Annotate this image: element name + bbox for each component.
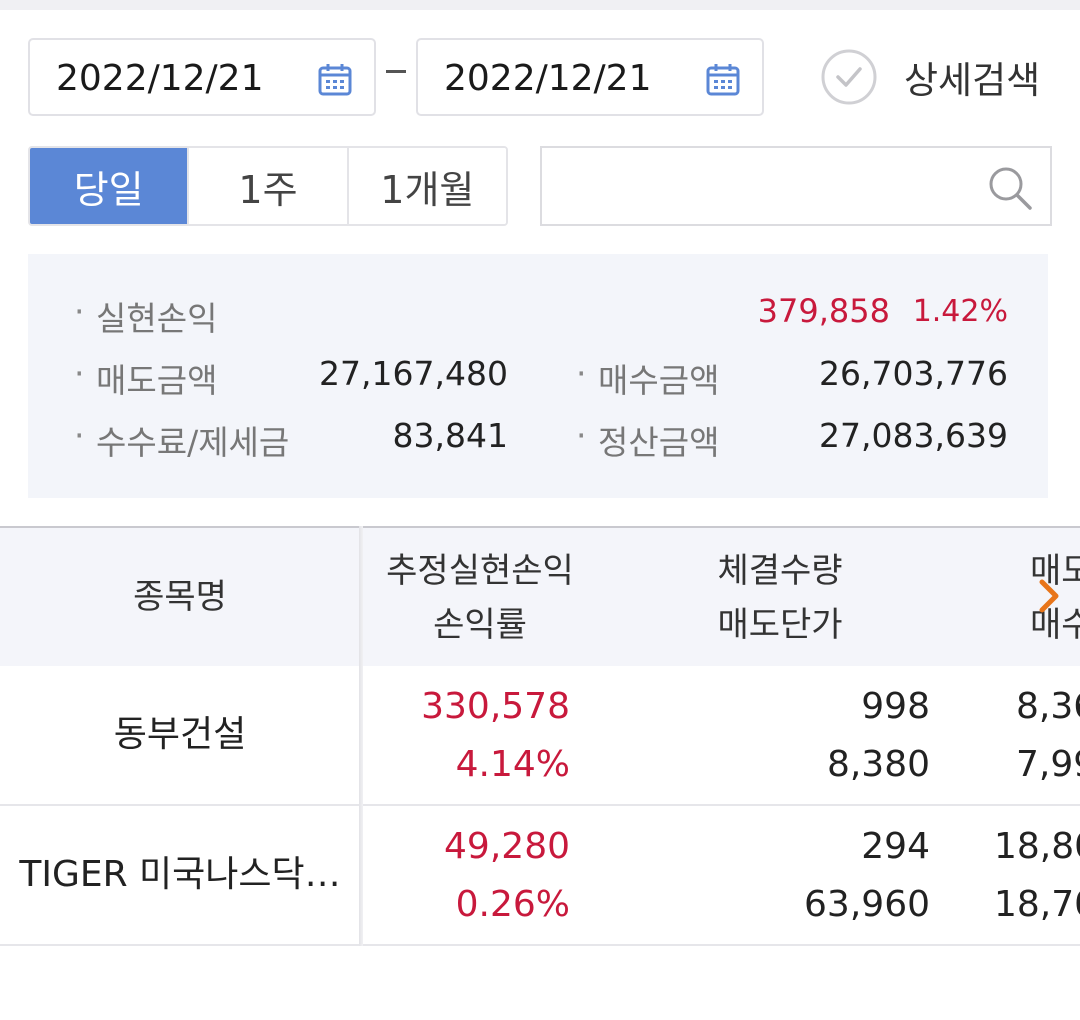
start-date-value: 2022/12/21 bbox=[56, 58, 264, 99]
stock-search-box bbox=[540, 146, 1052, 226]
calendar-icon[interactable] bbox=[318, 62, 352, 96]
header-pl: 추정실현손익 bbox=[386, 551, 574, 591]
realized-pl-rate: 1.42% bbox=[912, 294, 1008, 329]
detail-search-toggle[interactable]: 상세검색 bbox=[820, 46, 1040, 108]
pl-value: 49,280 bbox=[444, 826, 570, 867]
pl-rate: 0.26% bbox=[455, 884, 570, 925]
summary-row-realized: 실현손익 379,858 1.42% bbox=[28, 292, 1048, 342]
fee-tax-label: 수수료/제세금 bbox=[74, 416, 289, 464]
sell-price: 63,960 bbox=[804, 884, 930, 925]
header-sell-price: 매도단가 bbox=[717, 605, 843, 645]
exec-qty: 998 bbox=[861, 686, 930, 727]
realized-pl-label: 실현손익 bbox=[74, 292, 218, 340]
col4-top: 18,80 bbox=[994, 826, 1080, 867]
header-col4-bottom: 매수 bbox=[1030, 605, 1080, 645]
header-qty: 체결수량 bbox=[717, 551, 843, 591]
trade-table: 종목명 추정실현손익 손익률 체결수량 매도단가 매도 매수 동부건설 330,… bbox=[0, 526, 1080, 946]
sell-amount-label: 매도금액 bbox=[74, 354, 218, 402]
settlement-value: 27,083,639 bbox=[819, 416, 1008, 455]
header-col4-top: 매도 bbox=[1030, 551, 1080, 591]
start-date-field[interactable]: 2022/12/21 bbox=[28, 38, 376, 116]
buy-amount-value: 26,703,776 bbox=[819, 354, 1008, 393]
tab-today[interactable]: 당일 bbox=[30, 148, 190, 224]
check-circle-icon bbox=[821, 49, 877, 105]
fee-tax-value: 83,841 bbox=[392, 416, 508, 455]
summary-panel: 실현손익 379,858 1.42% 매도금액 27,167,480 매수금액 … bbox=[28, 254, 1048, 498]
search-input[interactable] bbox=[542, 148, 984, 226]
exec-qty: 294 bbox=[861, 826, 930, 867]
header-name: 종목명 bbox=[133, 577, 227, 617]
sell-amount-value: 27,167,480 bbox=[319, 354, 508, 393]
pl-value: 330,578 bbox=[421, 686, 570, 727]
period-tabs: 당일 1주 1개월 bbox=[28, 146, 508, 226]
col4-bottom: 18,70 bbox=[994, 884, 1080, 925]
table-row[interactable]: TIGER 미국나스닥… 49,280 0.26% 294 63,960 18,… bbox=[0, 806, 1080, 946]
realized-pl-value: 379,858 bbox=[757, 292, 890, 330]
summary-row-fees: 수수료/제세금 83,841 정산금액 27,083,639 bbox=[28, 416, 1048, 466]
stock-name: TIGER 미국나스닥… bbox=[19, 854, 341, 895]
col4-bottom: 7,99 bbox=[1016, 744, 1080, 785]
header-rate: 손익률 bbox=[433, 605, 527, 645]
search-icon[interactable] bbox=[986, 164, 1034, 212]
top-status-strip bbox=[0, 0, 1080, 10]
end-date-field[interactable]: 2022/12/21 bbox=[416, 38, 764, 116]
chevron-right-icon[interactable] bbox=[1036, 578, 1062, 614]
table-header: 종목명 추정실현손익 손익률 체결수량 매도단가 매도 매수 bbox=[0, 526, 1080, 666]
calendar-icon[interactable] bbox=[706, 62, 740, 96]
end-date-value: 2022/12/21 bbox=[444, 58, 652, 99]
buy-amount-label: 매수금액 bbox=[576, 354, 720, 402]
col4-top: 8,36 bbox=[1016, 686, 1080, 727]
stock-name: 동부건설 bbox=[113, 714, 247, 755]
tab-1-month[interactable]: 1개월 bbox=[348, 148, 506, 224]
pl-rate: 4.14% bbox=[455, 744, 570, 785]
summary-row-amounts: 매도금액 27,167,480 매수금액 26,703,776 bbox=[28, 354, 1048, 404]
detail-search-label: 상세검색 bbox=[904, 59, 1041, 102]
table-row[interactable]: 동부건설 330,578 4.14% 998 8,380 8,36 7,99 bbox=[0, 666, 1080, 806]
date-separator bbox=[386, 70, 406, 73]
tab-1-week[interactable]: 1주 bbox=[189, 148, 349, 224]
sell-price: 8,380 bbox=[826, 744, 930, 785]
frozen-column-divider bbox=[359, 526, 363, 946]
settlement-label: 정산금액 bbox=[576, 416, 720, 464]
